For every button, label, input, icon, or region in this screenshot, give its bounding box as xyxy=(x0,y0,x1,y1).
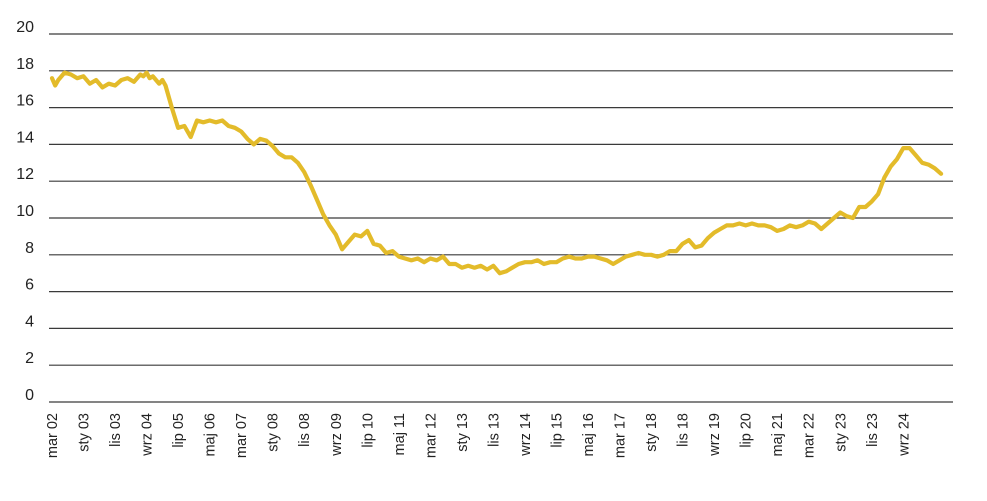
x-tick-label: maj 21 xyxy=(770,413,786,457)
x-tick-label: lis 18 xyxy=(676,413,692,447)
x-tick-label: wrz 04 xyxy=(140,413,156,457)
y-tick-label: 4 xyxy=(25,313,34,330)
x-tick-label: lip 20 xyxy=(739,413,755,448)
x-tick-label: sty 18 xyxy=(644,413,660,452)
x-tick-label: maj 06 xyxy=(203,413,219,457)
y-tick-label: 0 xyxy=(25,387,34,404)
x-tick-label: mar 07 xyxy=(234,413,250,458)
x-tick-label: maj 11 xyxy=(392,413,408,455)
x-tick-label: lip 10 xyxy=(360,413,376,448)
x-tick-label: sty 13 xyxy=(455,413,471,452)
x-tick-label: sty 23 xyxy=(833,413,849,452)
y-tick-label: 18 xyxy=(16,56,34,73)
x-tick-label: mar 02 xyxy=(45,413,61,458)
x-tick-label: maj 16 xyxy=(581,413,597,457)
x-tick-label: lip 05 xyxy=(171,413,187,448)
y-tick-label: 16 xyxy=(16,93,34,110)
x-tick-label: wrz 19 xyxy=(707,413,723,457)
x-tick-label: lis 08 xyxy=(297,413,313,447)
x-tick-label: mar 22 xyxy=(802,413,818,458)
x-tick-label: sty 08 xyxy=(266,413,282,452)
y-tick-label: 14 xyxy=(16,129,34,146)
data-series xyxy=(49,70,944,276)
y-tick-label: 2 xyxy=(25,350,34,367)
y-tick-label: 10 xyxy=(16,203,34,220)
x-tick-label: wrz 14 xyxy=(518,413,534,457)
x-tick-label: wrz 24 xyxy=(896,413,912,457)
y-axis-tick-labels: 0 2 4 6 8 10 12 14 16 18 20 xyxy=(16,19,34,404)
x-tick-label: mar 12 xyxy=(423,413,439,458)
gridlines xyxy=(49,33,953,403)
y-tick-label: 8 xyxy=(25,240,34,257)
x-tick-label: mar 17 xyxy=(613,413,629,458)
x-tick-label: lis 23 xyxy=(865,413,881,447)
y-tick-label: 6 xyxy=(25,277,34,294)
x-tick-label: lip 15 xyxy=(549,413,565,448)
y-tick-label: 12 xyxy=(16,166,34,183)
x-tick-label: sty 03 xyxy=(77,413,93,452)
x-tick-label: lis 03 xyxy=(108,413,124,447)
series-line xyxy=(49,70,944,276)
x-tick-label: wrz 09 xyxy=(329,413,345,457)
x-axis-tick-labels: mar 02 sty 03 lis 03 wrz 04 lip 05 maj 06 mar … xyxy=(45,413,912,458)
y-tick-label: 20 xyxy=(16,19,34,36)
x-tick-label: lis 13 xyxy=(486,413,502,447)
